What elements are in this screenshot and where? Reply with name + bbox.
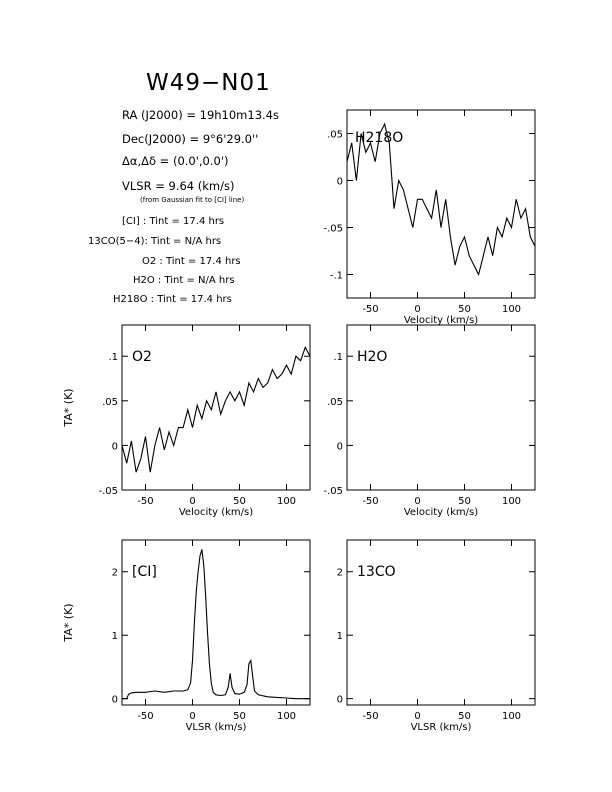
x-tick-label: 100 bbox=[502, 304, 521, 315]
x-axis-label: VLSR (km/s) bbox=[411, 722, 472, 733]
y-tick-label: 0 bbox=[337, 695, 343, 706]
x-axis-label: Velocity (km/s) bbox=[404, 507, 478, 518]
y-tick-label: 0 bbox=[112, 695, 118, 706]
spectrum-label: H2O bbox=[357, 349, 387, 365]
vlsr-note: (from Gaussian fit to [CI] line) bbox=[140, 196, 245, 204]
y-tick-label: 1 bbox=[337, 631, 343, 642]
x-tick-label: 100 bbox=[502, 496, 521, 507]
tint-13co: 13CO(5−4): Tint = N/A hrs bbox=[88, 236, 222, 247]
x-tick-label: -50 bbox=[362, 304, 378, 315]
x-tick-label: -50 bbox=[362, 496, 378, 507]
ra-line: RA (J2000) = 19h10m13.4s bbox=[122, 108, 279, 122]
x-axis-label: Velocity (km/s) bbox=[179, 507, 253, 518]
tint-ci: [CI] : Tint = 17.4 hrs bbox=[122, 216, 225, 227]
x-tick-label: 100 bbox=[277, 711, 296, 722]
x-tick-label: 50 bbox=[458, 711, 471, 722]
source-title: W49−N01 bbox=[146, 70, 271, 96]
x-axis-label: Velocity (km/s) bbox=[404, 315, 478, 326]
y-tick-label: -.1 bbox=[330, 271, 343, 282]
spectrum-label: 13CO bbox=[357, 564, 396, 580]
x-tick-label: 0 bbox=[189, 711, 195, 722]
tint-h218o: H218O : Tint = 17.4 hrs bbox=[113, 294, 232, 305]
plot-frame-o2 bbox=[121, 324, 311, 491]
x-tick-label: 50 bbox=[233, 711, 246, 722]
y-tick-label: 0 bbox=[337, 441, 343, 452]
x-tick-label: 0 bbox=[189, 496, 195, 507]
y-axis-label: TA* (K) bbox=[62, 388, 75, 427]
y-tick-label: -.05 bbox=[98, 486, 118, 497]
x-tick-label: 50 bbox=[458, 304, 471, 315]
plot-frame-h218o bbox=[346, 109, 536, 299]
y-tick-label: 2 bbox=[112, 568, 118, 579]
tint-o2: O2 : Tint = 17.4 hrs bbox=[142, 256, 241, 267]
spectrum-line-o2 bbox=[121, 345, 311, 473]
x-tick-label: 0 bbox=[414, 711, 420, 722]
x-tick-label: 100 bbox=[277, 496, 296, 507]
x-tick-label: -50 bbox=[362, 711, 378, 722]
plot-frame-13co bbox=[346, 539, 536, 706]
offset-line: Δα,Δδ = (0.0',0.0') bbox=[122, 154, 229, 168]
y-axis-label: TA* (K) bbox=[62, 603, 75, 642]
y-tick-label: 2 bbox=[337, 568, 343, 579]
x-tick-label: -50 bbox=[137, 496, 153, 507]
y-tick-label: -.05 bbox=[323, 224, 343, 235]
y-tick-label: 0 bbox=[337, 177, 343, 188]
y-tick-label: .05 bbox=[327, 397, 343, 408]
spectrum-label: O2 bbox=[132, 349, 152, 365]
x-tick-label: 100 bbox=[502, 711, 521, 722]
tint-h2o: H2O : Tint = N/A hrs bbox=[133, 275, 235, 286]
plot-frame-h2o bbox=[346, 324, 536, 491]
y-tick-label: .05 bbox=[102, 397, 118, 408]
spectrum-label: [CI] bbox=[132, 564, 157, 580]
y-tick-label: .1 bbox=[108, 352, 118, 363]
vlsr-line: VLSR = 9.64 (km/s) bbox=[122, 179, 235, 193]
spectrum-line-ci bbox=[122, 549, 310, 700]
x-tick-label: -50 bbox=[137, 711, 153, 722]
x-tick-label: 0 bbox=[414, 304, 420, 315]
dec-line: Dec(J2000) = 9°6'29.0'' bbox=[122, 132, 259, 146]
plot-frame-ci bbox=[121, 539, 311, 706]
y-tick-label: 0 bbox=[112, 441, 118, 452]
spectrum-line-h218o bbox=[346, 122, 536, 277]
x-tick-label: 0 bbox=[414, 496, 420, 507]
x-tick-label: 50 bbox=[233, 496, 246, 507]
x-tick-label: 50 bbox=[458, 496, 471, 507]
y-tick-label: .1 bbox=[333, 352, 343, 363]
y-tick-label: -.05 bbox=[323, 486, 343, 497]
y-tick-label: .05 bbox=[327, 130, 343, 141]
x-axis-label: VLSR (km/s) bbox=[186, 722, 247, 733]
y-tick-label: 1 bbox=[112, 631, 118, 642]
